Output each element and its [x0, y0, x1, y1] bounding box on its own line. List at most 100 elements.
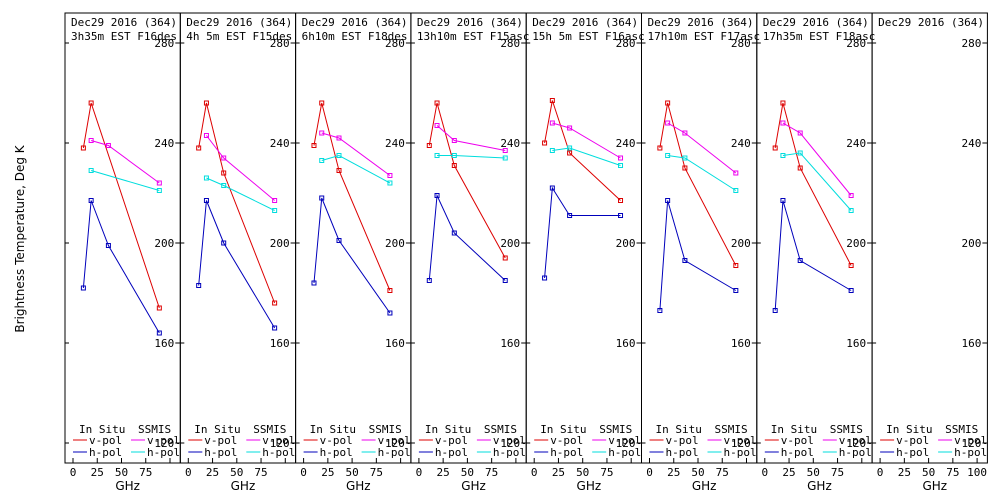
- ssmis-h-pol-line: [437, 155, 506, 159]
- insitu-h-pol-point: [657, 308, 663, 313]
- legend-ssmis-v-label: v-pol: [839, 434, 872, 447]
- insitu-v-pol-point: [733, 263, 739, 268]
- insitu-v-pol-point: [319, 100, 325, 106]
- x-tick-label: 50: [115, 466, 128, 479]
- insitu-h-pol-point: [772, 308, 778, 313]
- y-tick-label: 160: [154, 337, 174, 350]
- legend-insitu-v-label: v-pol: [435, 434, 468, 447]
- legend-insitu-h-label: h-pol: [896, 446, 929, 459]
- panel-title-date: Dec29 2016 (364): [186, 16, 292, 29]
- insitu-h-pol-line: [82, 200, 160, 334]
- legend-ssmis-heading: SSMIS: [138, 423, 171, 436]
- ssmis-h-pol-point: [682, 155, 688, 161]
- legend-insitu-heading: In Situ: [310, 423, 356, 436]
- legend-insitu-h-label: h-pol: [781, 446, 814, 459]
- legend-insitu-v-label: v-pol: [550, 434, 583, 447]
- y-tick-label: 120: [846, 437, 866, 450]
- legend-ssmis-v-label: v-pol: [724, 434, 757, 447]
- insitu-h-pol-point: [502, 278, 508, 283]
- legend-ssmis-h-label: h-pol: [493, 446, 526, 459]
- ssmis-h-pol-point: [502, 155, 508, 161]
- ssmis-h-pol-line: [321, 154, 391, 184]
- legend-ssmis-h-label: h-pol: [147, 446, 180, 459]
- ssmis-v-pol-point: [780, 120, 786, 126]
- insitu-h-pol-point: [88, 198, 94, 203]
- y-tick-label: 280: [731, 37, 751, 50]
- x-axis-label: GHz: [922, 479, 947, 493]
- y-tick-label: 200: [731, 237, 751, 250]
- legend-ssmis-v-label: v-pol: [378, 434, 411, 447]
- y-tick-label: 120: [154, 437, 174, 450]
- insitu-h-pol-point: [311, 280, 317, 286]
- legend-insitu-v-label: v-pol: [320, 434, 353, 447]
- x-tick-label: 75: [139, 466, 152, 479]
- panel-title-date: Dec29 2016 (364): [417, 16, 523, 29]
- x-axis-label: GHz: [461, 479, 486, 493]
- ssmis-v-pol-point: [319, 130, 325, 136]
- ssmis-h-pol-line: [667, 155, 737, 191]
- panel-title-date: Dec29 2016 (364): [878, 16, 984, 29]
- x-tick-label: 25: [91, 466, 104, 479]
- ssmis-h-pol-point: [733, 188, 739, 193]
- y-tick-label: 160: [500, 337, 520, 350]
- y-tick-label: 160: [846, 337, 866, 350]
- y-tick-label: 240: [846, 137, 866, 150]
- insitu-v-pol-point: [272, 300, 278, 306]
- ssmis-v-pol-line: [206, 135, 275, 201]
- legend-ssmis-heading: SSMIS: [945, 423, 978, 436]
- panel-title-date: Dec29 2016 (364): [302, 16, 408, 29]
- x-tick-label: 75: [716, 466, 729, 479]
- insitu-h-pol-point: [426, 278, 432, 283]
- ssmis-v-pol-point: [567, 125, 573, 131]
- panel-title-time: 17h35m EST F18asc: [763, 30, 876, 43]
- insitu-h-pol-point: [451, 230, 457, 236]
- panel-title-time: 4h 5m EST F15des: [186, 30, 292, 43]
- legend-ssmis-h-label: h-pol: [954, 446, 987, 459]
- y-tick-label: 240: [385, 137, 405, 150]
- panel-title-time: 3h35m EST F16des: [71, 30, 177, 43]
- insitu-h-pol-line: [774, 200, 852, 311]
- y-tick-label: 160: [731, 337, 751, 350]
- y-tick-label: 280: [616, 37, 636, 50]
- legend-ssmis-heading: SSMIS: [715, 423, 748, 436]
- insitu-v-pol-point: [156, 305, 162, 311]
- x-tick-label: 0: [300, 466, 307, 479]
- ssmis-v-pol-line: [321, 132, 391, 176]
- ssmis-h-pol-point: [88, 168, 94, 173]
- legend-ssmis-heading: SSMIS: [484, 423, 517, 436]
- ssmis-v-pol-line: [552, 122, 621, 159]
- panel-4: Dec29 2016 (364)13h10m EST F15asc 120 160 2…: [410, 12, 529, 493]
- legend-insitu-heading: In Situ: [79, 423, 125, 436]
- x-tick-label: 50: [807, 466, 820, 479]
- insitu-h-pol-line: [313, 197, 391, 314]
- ssmis-h-pol-point: [272, 208, 278, 213]
- y-tick-label: 280: [154, 37, 174, 50]
- panel-2: Dec29 2016 (364)4h 5m EST F15des 120 160 20…: [179, 12, 297, 493]
- ssmis-v-pol-point: [451, 138, 457, 143]
- insitu-v-pol-point: [336, 168, 342, 173]
- insitu-h-pol-line: [428, 193, 506, 281]
- insitu-v-pol-point: [80, 145, 86, 151]
- panel-8: Dec29 2016 (364) 120 160 200 240 280 0 25 50 75 10…: [871, 12, 988, 493]
- panel-title-time: 6h10m EST F18des: [302, 30, 408, 43]
- panel-frame: [871, 12, 988, 464]
- insitu-h-pol-point: [336, 238, 342, 243]
- y-tick-label: 280: [500, 37, 520, 50]
- insitu-h-pol-point: [780, 198, 786, 203]
- legend-ssmis-v-label: v-pol: [954, 434, 987, 447]
- y-tick-label: 280: [270, 37, 290, 50]
- legend-insitu-heading: In Situ: [886, 423, 932, 436]
- ssmis-v-pol-line: [90, 140, 160, 184]
- y-tick-label: 240: [616, 137, 636, 150]
- ssmis-h-pol-point: [451, 153, 457, 158]
- insitu-v-pol-point: [549, 98, 555, 103]
- insitu-h-pol-point: [272, 325, 278, 331]
- ssmis-v-pol-point: [221, 155, 227, 161]
- panel-3: Dec29 2016 (364)6h10m EST F18des 120 160 20…: [295, 12, 412, 493]
- ssmis-v-pol-point: [156, 180, 162, 186]
- ssmis-v-pol-point: [665, 120, 671, 126]
- panel-6: Dec29 2016 (364)17h10m EST F17asc 120 160 2…: [641, 12, 760, 493]
- insitu-v-pol-point: [196, 145, 202, 151]
- ssmis-v-pol-point: [682, 130, 688, 136]
